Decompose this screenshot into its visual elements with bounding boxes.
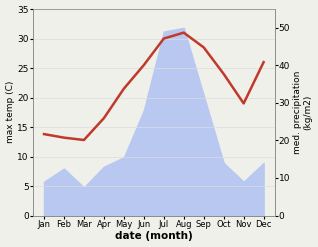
X-axis label: date (month): date (month) [115, 231, 193, 242]
Y-axis label: max temp (C): max temp (C) [5, 81, 15, 144]
Y-axis label: med. precipitation
(kg/m2): med. precipitation (kg/m2) [293, 71, 313, 154]
